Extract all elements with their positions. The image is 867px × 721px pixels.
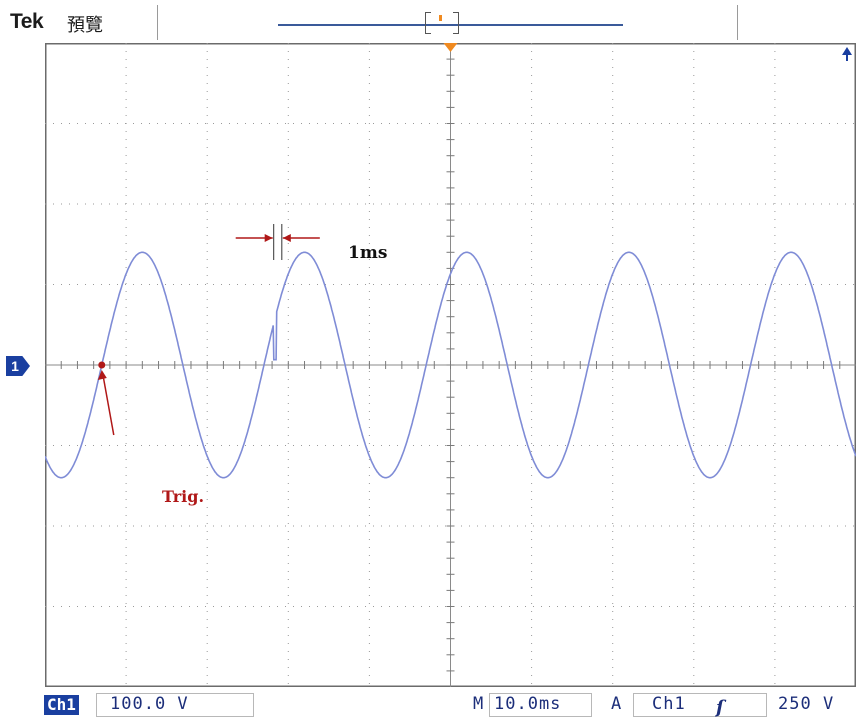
channel-badge[interactable]: Ch1 [44, 695, 79, 715]
trigger-source[interactable]: Ch1 [652, 694, 686, 714]
trigger-position-tick [439, 15, 442, 21]
time-per-div[interactable]: 10.0ms [494, 694, 562, 714]
brand-logo: Tek [10, 10, 44, 33]
trigger-annotation: Trig. [162, 487, 205, 506]
trigger-box [633, 693, 767, 717]
volts-per-div[interactable]: 100.0 V [110, 694, 189, 714]
trigger-point [98, 361, 106, 369]
dimension-arrowhead-right [282, 234, 291, 242]
waveform-display[interactable]: 1ms Trig. [45, 43, 856, 687]
time-label: M [473, 694, 485, 714]
header-divider [737, 5, 738, 40]
status-bar: Ch1 100.0 V M 10.0ms A Ch1 ſ 250 V [0, 688, 867, 721]
scope-graticule [45, 43, 856, 687]
trigger-position-marker [443, 43, 458, 52]
time-div-box [489, 693, 592, 717]
view-window-bracket-left[interactable] [425, 12, 431, 34]
rising-edge-icon: ſ [716, 697, 724, 718]
header: Tek 預覽 [0, 0, 867, 42]
header-divider [157, 5, 158, 40]
trigger-level[interactable]: 250 V [778, 694, 835, 714]
view-window-bracket-right[interactable] [453, 12, 459, 34]
dimension-arrowhead-left [264, 234, 273, 242]
volts-div-box [96, 693, 254, 717]
trigger-mode: A [611, 694, 623, 714]
pulse-width-annotation: 1ms [348, 243, 388, 263]
trigger-arrow-head [97, 370, 107, 380]
acquisition-mode: 預覽 [67, 15, 103, 36]
trigger-arrow [102, 373, 115, 436]
waveform-trace [45, 251, 856, 479]
channel-1-ground-marker[interactable]: 1 [6, 356, 30, 376]
trigger-level-marker [842, 47, 852, 55]
record-length-bar [278, 24, 623, 26]
